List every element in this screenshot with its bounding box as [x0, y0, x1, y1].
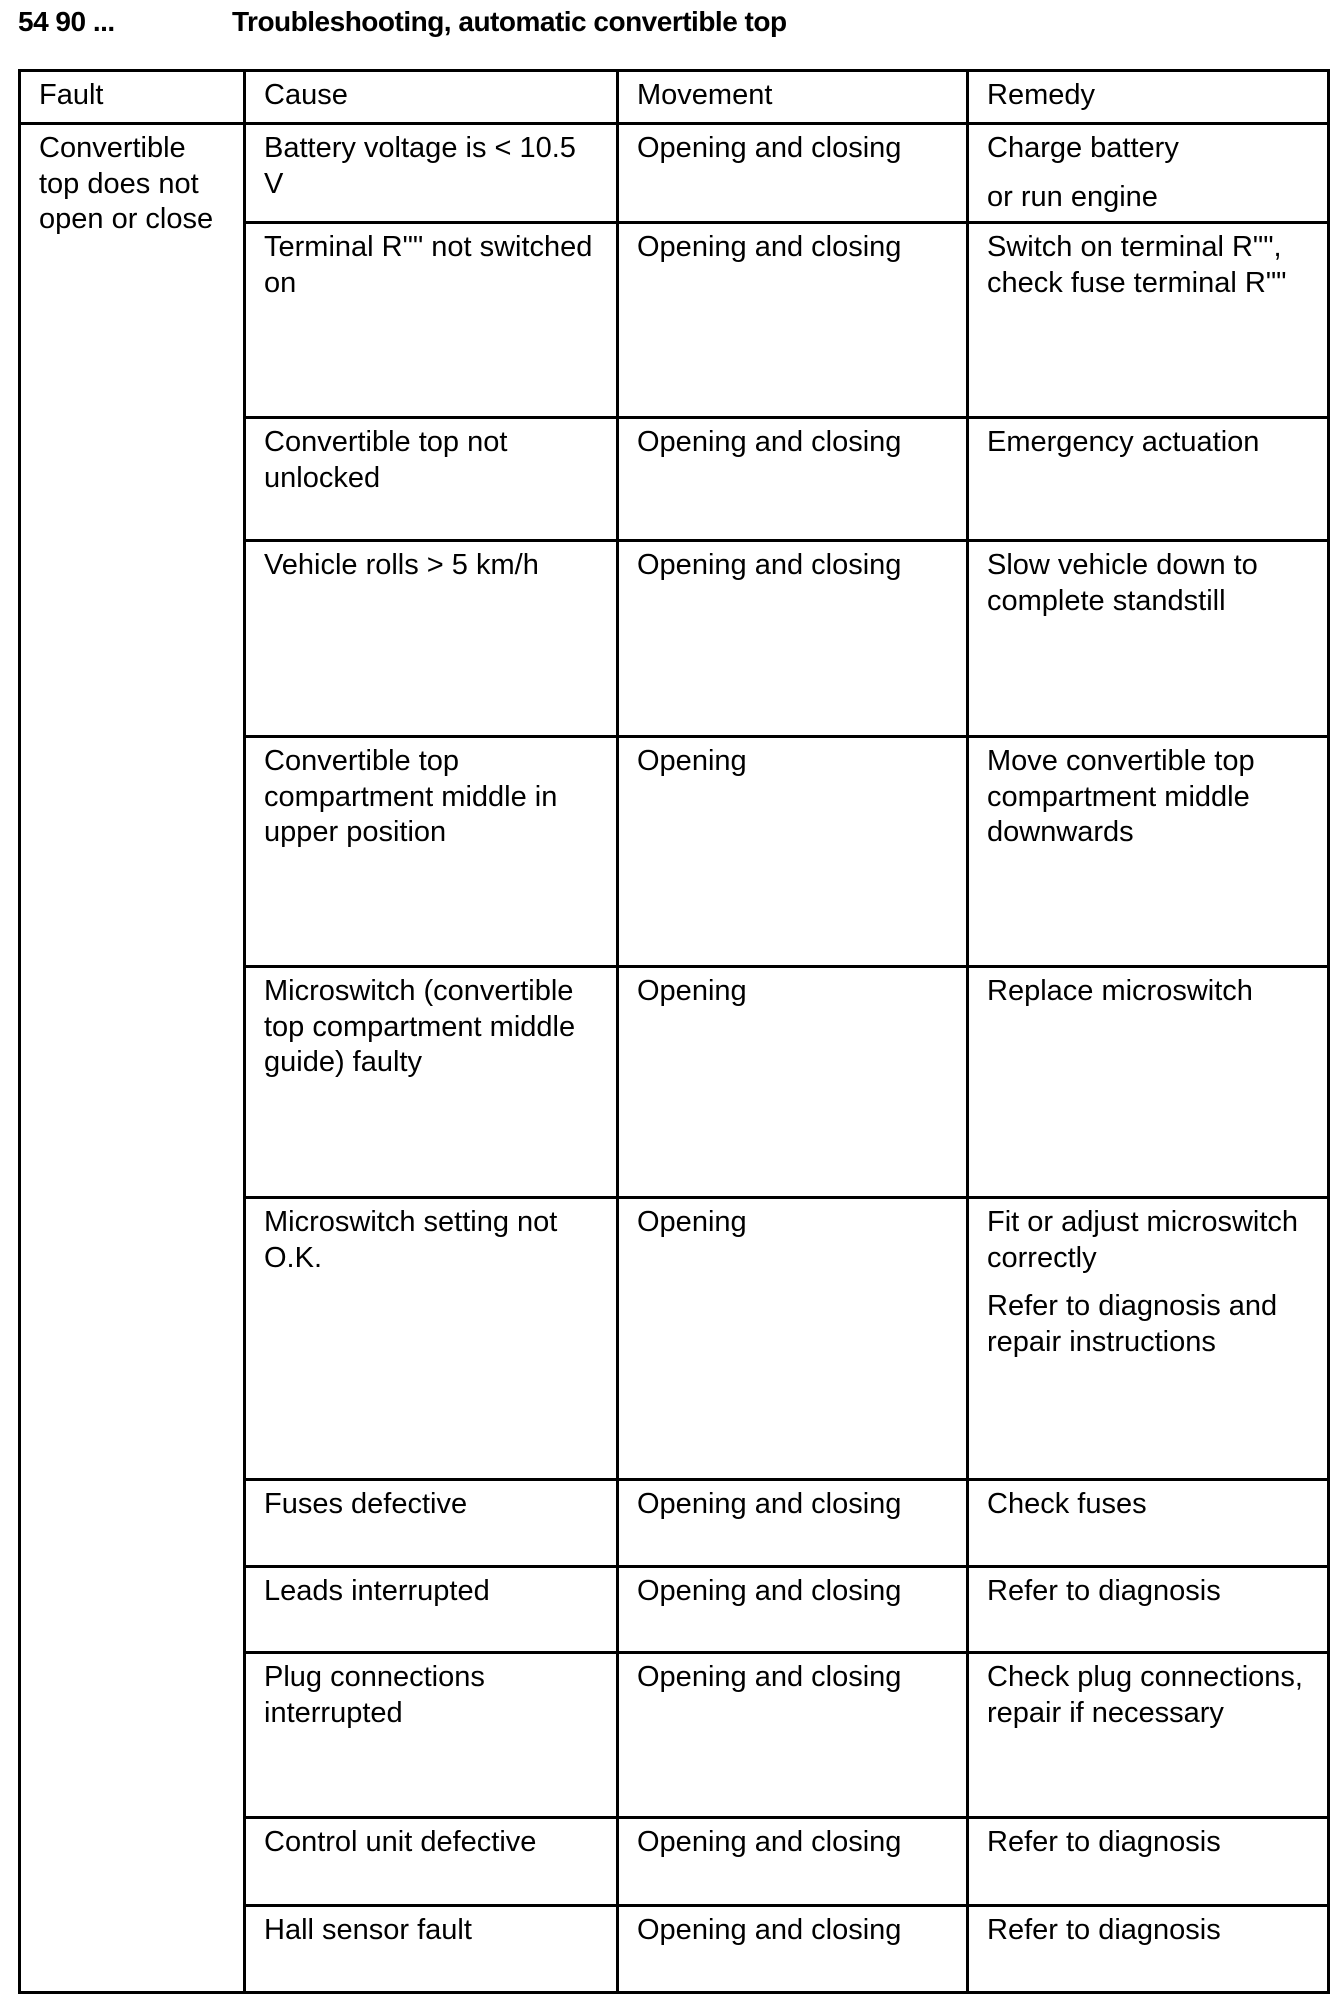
movement-cell: Opening and closing	[616, 221, 969, 419]
table-row: Convertible top not unlocked Opening and …	[20, 416, 1330, 542]
cause-cell: Terminal R"" not switched on	[243, 221, 619, 419]
remedy-cell: Fit or adjust microswitch correctly Refer…	[966, 1196, 1330, 1481]
movement-cell: Opening and closing	[616, 416, 969, 542]
troubleshooting-table: Fault Cause Movement Remedy Convertible …	[18, 69, 1330, 1994]
table-row: Control unit defective Opening and closin…	[20, 1816, 1330, 1907]
table-row: Fuses defective Opening and closing Check …	[20, 1478, 1330, 1568]
table-row: Leads interrupted Opening and closing Refe…	[20, 1565, 1330, 1654]
cause-cell: Convertible top not unlocked	[243, 416, 619, 542]
cause-cell: Convertible top compartment middle in up…	[243, 735, 619, 968]
remedy-text: Charge battery	[987, 132, 1179, 164]
page-title: Troubleshooting, automatic convertible t…	[232, 6, 787, 37]
remedy-cell: Slow vehicle down to complete standstill	[966, 539, 1330, 738]
remedy-text: Slow vehicle down to complete standstill	[987, 549, 1258, 617]
remedy-text: Refer to diagnosis	[987, 1575, 1221, 1607]
remedy-text: Refer to diagnosis and repair instructio…	[987, 1290, 1278, 1358]
fault-cell: Convertible top does not open or close	[18, 122, 246, 1994]
cause-cell: Vehicle rolls > 5 km/h	[243, 539, 619, 738]
table-row: Hall sensor fault Opening and closing Refe…	[20, 1904, 1330, 1994]
remedy-cell: Check fuses	[966, 1478, 1330, 1568]
movement-cell: Opening and closing	[616, 1651, 969, 1819]
remedy-cell: Switch on terminal R"", check fuse termi…	[966, 221, 1330, 419]
movement-cell: Opening and closing	[616, 1565, 969, 1654]
remedy-text: or run engine	[987, 180, 1158, 213]
table-row: Terminal R"" not switched on Opening and …	[20, 221, 1330, 419]
remedy-cell: Replace microswitch	[966, 965, 1330, 1199]
remedy-cell: Check plug connections, repair if necess…	[966, 1651, 1330, 1819]
movement-cell: Opening and closing	[616, 1478, 969, 1568]
remedy-text: Replace microswitch	[987, 975, 1253, 1007]
cause-cell: Fuses defective	[243, 1478, 619, 1568]
remedy-cell: Charge battery or run engine	[966, 122, 1330, 224]
movement-cell: Opening	[616, 1196, 969, 1481]
movement-cell: Opening and closing	[616, 122, 969, 224]
movement-cell: Opening and closing	[616, 1904, 969, 1994]
cause-cell: Leads interrupted	[243, 1565, 619, 1654]
column-header: Fault	[18, 69, 246, 125]
column-header: Cause	[243, 69, 619, 125]
cause-cell: Microswitch (convertible top compartment…	[243, 965, 619, 1199]
remedy-text: Check plug connections, repair if necess…	[987, 1661, 1303, 1729]
remedy-text: Switch on terminal R"", check fuse termi…	[987, 231, 1287, 299]
remedy-cell: Refer to diagnosis	[966, 1816, 1330, 1907]
remedy-text: Fit or adjust microswitch correctly	[987, 1206, 1299, 1274]
remedy-cell: Refer to diagnosis	[966, 1565, 1330, 1654]
table-header-row: Fault Cause Movement Remedy	[18, 69, 1330, 125]
table-row: Plug connections interrupted Opening and …	[20, 1651, 1330, 1819]
cause-cell: Battery voltage is < 10.5 V	[243, 122, 619, 224]
movement-cell: Opening and closing	[616, 1816, 969, 1907]
cause-cell: Hall sensor fault	[243, 1904, 619, 1994]
remedy-text: Emergency actuation	[987, 426, 1260, 458]
cause-cell: Plug connections interrupted	[243, 1651, 619, 1819]
section-code: 54 90 ...	[18, 6, 115, 37]
remedy-cell: Move convertible top compartment middle …	[966, 735, 1330, 968]
cause-cell: Control unit defective	[243, 1816, 619, 1907]
table-row: Microswitch setting not O.K. Opening Fit o…	[20, 1196, 1330, 1481]
remedy-text: Refer to diagnosis	[987, 1914, 1221, 1946]
table-row: Convertible top compartment middle in up…	[20, 735, 1330, 968]
remedy-text: Move convertible top compartment middle …	[987, 745, 1255, 848]
movement-cell: Opening and closing	[616, 539, 969, 738]
movement-cell: Opening	[616, 735, 969, 968]
table-row: Microswitch (convertible top compartment…	[20, 965, 1330, 1199]
column-header: Remedy	[966, 69, 1330, 125]
cause-cell: Microswitch setting not O.K.	[243, 1196, 619, 1481]
remedy-cell: Emergency actuation	[966, 416, 1330, 542]
remedy-cell: Refer to diagnosis	[966, 1904, 1330, 1994]
remedy-text: Check fuses	[987, 1488, 1147, 1520]
page-header: 54 90 ... Troubleshooting, automatic con…	[18, 6, 787, 38]
remedy-text: Refer to diagnosis	[987, 1826, 1221, 1858]
table-row: Vehicle rolls > 5 km/h Opening and closin…	[20, 539, 1330, 738]
table-row: Convertible top does not open or close Ba…	[18, 122, 1330, 1994]
column-header: Movement	[616, 69, 969, 125]
movement-cell: Opening	[616, 965, 969, 1199]
